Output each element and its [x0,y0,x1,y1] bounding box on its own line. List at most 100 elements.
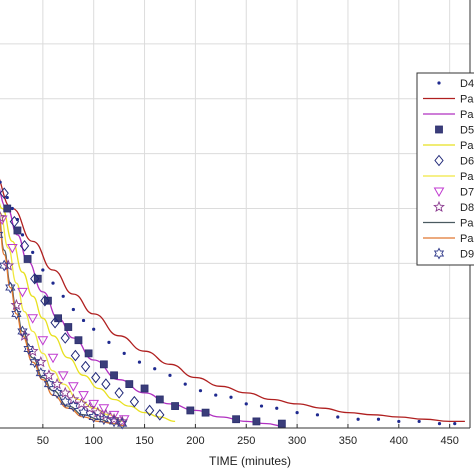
data-point [110,371,118,380]
data-point [29,356,40,369]
data-point [50,316,60,329]
data-point [17,287,28,298]
data-point [0,259,10,272]
data-point [129,395,140,408]
plot-area [0,0,470,428]
x-tick-label: 50 [37,435,49,447]
x-axis-title: TIME (minutes) [209,454,291,468]
data-point [51,377,63,390]
data-point [81,318,86,323]
data-point [33,274,42,283]
data-point [78,406,89,419]
data-point [259,404,264,408]
data-point [92,327,96,331]
data-point [3,204,12,213]
data-point [5,195,9,200]
data-point [99,360,108,369]
data-point [88,399,100,410]
legend: D4 Pa Pa D5 Pa D6 Pa D7 D8 Pa Pa D9 [416,72,474,266]
data-point [107,340,111,344]
legend-label: Pa [460,233,474,245]
data-point [23,343,34,355]
data-point [71,307,75,312]
legend-label: D9 [460,249,474,261]
x-tick-label: 250 [237,435,255,447]
data-point [64,323,73,331]
data-point [315,413,320,417]
legend-label: Pa [460,140,474,152]
data-point [31,250,35,255]
legend-label: D4 [460,78,474,90]
legend-marker-swatch [434,154,444,167]
data-point [47,353,59,364]
legend-label: D7 [460,187,474,199]
series-group [0,178,465,430]
data-point [43,369,55,381]
data-point [61,294,65,298]
legend-marker-swatch [433,187,445,198]
data-point [98,413,110,426]
data-point [0,231,4,238]
series-points-d5 [3,204,286,428]
data-point [27,314,39,324]
data-point [68,382,79,392]
data-point [43,378,55,391]
legend-label: Pa [460,171,474,183]
x-tick-label: 400 [390,435,408,447]
x-tick-label: 350 [339,435,357,447]
data-point [252,417,261,426]
legend-label: Pa [460,109,474,121]
data-point [356,417,360,421]
data-point [144,404,155,417]
data-point [35,367,46,380]
data-point [183,382,187,386]
legend-label: Pa [460,218,474,230]
data-point [91,371,101,384]
data-point [125,380,134,389]
legend-marker-swatch [433,247,445,260]
data-point [140,384,149,393]
legend-label: Pa [460,94,474,106]
data-point [155,395,164,404]
data-point [6,244,18,254]
data-point [201,408,210,417]
data-point [41,268,45,272]
data-point [108,413,120,425]
data-point [0,211,7,223]
data-point [244,402,248,406]
grid [0,0,470,428]
data-point [214,393,218,397]
x-tick-label: 450 [440,435,458,447]
x-tick-label: 100 [85,435,103,447]
legend-label: D5 [460,125,474,137]
data-point [101,378,111,390]
data-point [137,360,142,364]
data-point [70,349,81,362]
data-point [153,367,157,371]
x-tick-label: 300 [288,435,306,447]
data-point [83,402,96,414]
data-point [59,386,72,398]
legend-marker-swatch [433,200,445,213]
data-point [171,402,179,410]
series-points-d9 [0,231,128,430]
data-point [453,422,457,426]
data-point [57,371,69,381]
data-point [78,391,89,401]
legend-marker-swatch [435,125,443,134]
data-point [198,389,203,393]
data-point [26,344,39,357]
data-point [13,226,22,235]
data-point [17,325,28,338]
data-point [417,419,421,424]
series-line-4 [0,202,176,423]
data-point [40,294,50,307]
data-point [9,215,20,228]
data-point [117,417,128,430]
data-point [80,360,91,373]
data-point [20,233,25,237]
data-point [108,415,120,428]
data-point [168,373,172,377]
